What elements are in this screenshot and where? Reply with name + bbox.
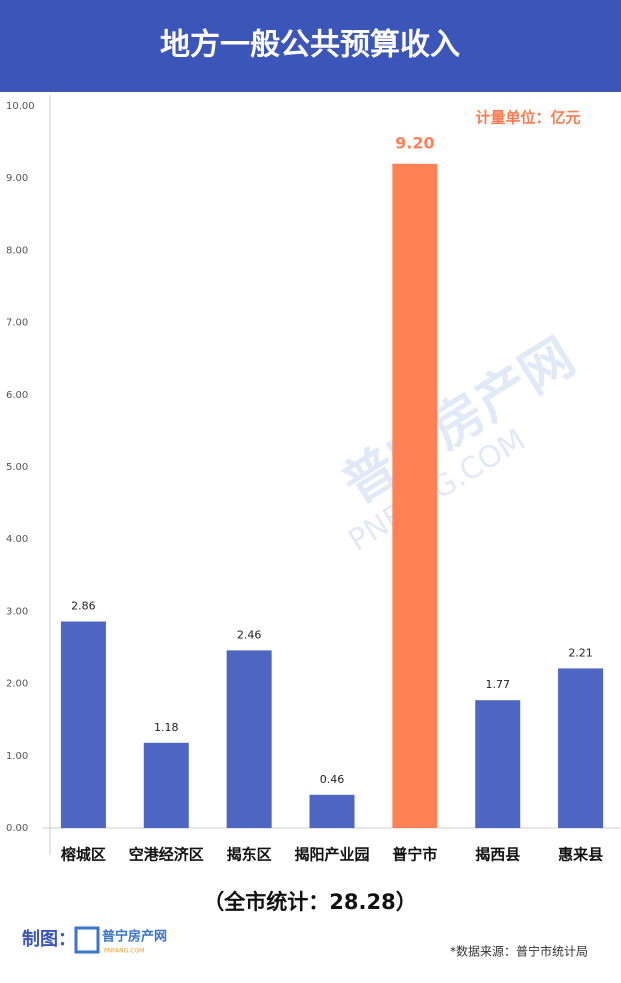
bar [143,742,189,828]
x-tick-label: 揭西县 [475,846,520,864]
x-tick-label: 揭阳产业园 [294,846,369,864]
chart-title: 地方一般公共预算收入 [160,28,460,63]
credit: 制图： [22,929,76,950]
y-tick-label: 8.00 [6,245,28,256]
bar [392,163,438,828]
y-tick-label: 5.00 [6,462,28,473]
y-tick-label: 7.00 [6,318,28,329]
logo-icon [74,926,100,954]
y-tick-label: 10.00 [6,101,35,112]
y-tick-label: 4.00 [6,534,28,545]
x-tick-label: 普宁市 [392,846,437,864]
total-note: （全市统计：28.28） [203,890,416,914]
y-tick-label: 6.00 [6,390,28,401]
x-tick-label: 榕城区 [61,846,106,864]
value-label: 2.86 [71,600,96,613]
bar [226,650,272,828]
x-tick-label: 惠来县 [558,846,603,864]
bar [475,700,521,828]
y-tick-label: 3.00 [6,606,28,617]
x-tick-label: 揭东区 [227,846,272,864]
title-banner [0,0,621,92]
y-tick-label: 0.00 [6,823,28,834]
unit-label: 计量单位：亿元 [475,109,580,127]
value-label: 1.77 [485,678,510,691]
bar [60,621,106,828]
y-tick-label: 2.00 [6,679,28,690]
value-label: 1.18 [154,721,179,734]
value-label: 2.21 [568,646,593,659]
value-label: 9.20 [395,133,434,152]
y-tick-label: 1.00 [6,751,28,762]
value-label: 2.46 [237,628,262,641]
bar [558,668,604,828]
bar [309,794,355,828]
logo-name: 普宁房产网 [102,929,167,945]
value-label: 0.46 [320,773,345,786]
x-tick-label: 空港经济区 [129,846,204,864]
logo-url: PNFANG.COM [104,948,144,955]
y-tick-label: 9.00 [6,173,28,184]
source: *数据来源：普宁市统计局 [450,944,588,959]
